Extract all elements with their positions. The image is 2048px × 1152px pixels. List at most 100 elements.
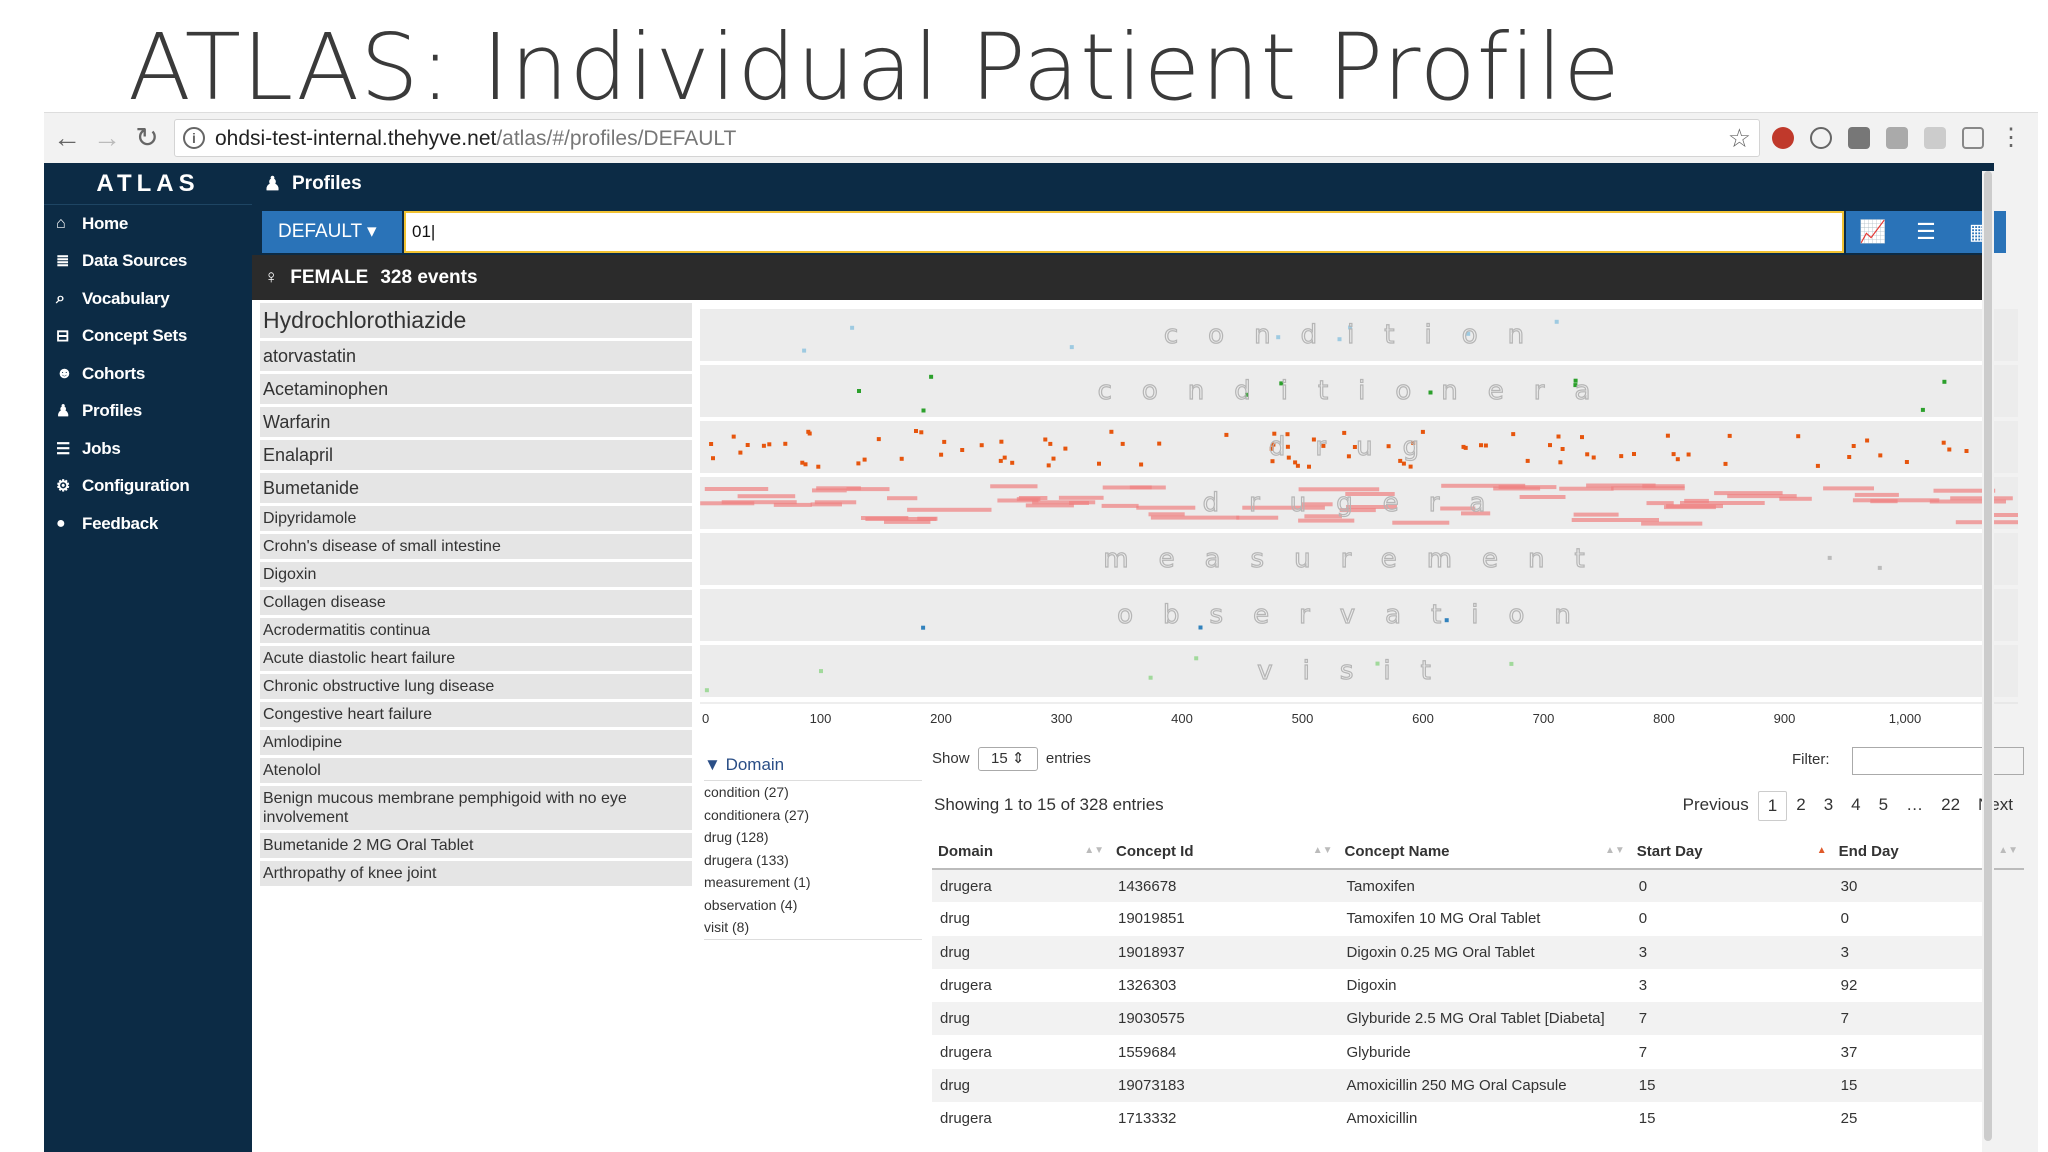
extension-square-icon[interactable] — [1886, 127, 1908, 149]
event-point[interactable] — [1723, 461, 1728, 466]
concept-item[interactable]: Acute diastolic heart failure — [260, 646, 692, 674]
page-scrollbar[interactable] — [1982, 171, 1994, 1152]
event-point[interactable] — [711, 456, 715, 461]
event-point[interactable] — [1063, 446, 1068, 451]
event-bar[interactable] — [1298, 518, 1355, 523]
event-bar[interactable] — [1150, 515, 1240, 520]
pager-page[interactable]: 2 — [1796, 795, 1806, 814]
event-point[interactable] — [1069, 345, 1074, 350]
event-point[interactable] — [939, 452, 944, 457]
event-bar[interactable] — [861, 516, 909, 520]
concept-item[interactable]: Chronic obstructive lung disease — [260, 674, 692, 702]
concept-item[interactable]: Congestive heart failure — [260, 702, 692, 730]
event-point[interactable] — [919, 430, 924, 435]
event-bar[interactable] — [1642, 484, 1685, 489]
event-bar[interactable] — [1559, 486, 1614, 491]
event-bar[interactable] — [1571, 518, 1659, 522]
event-bar[interactable] — [814, 500, 857, 505]
column-header[interactable]: Domain ▲▼ — [932, 835, 1110, 870]
table-row[interactable]: drugera 1559684 Glyburide 7 37 — [932, 1035, 2024, 1068]
event-point[interactable] — [783, 441, 788, 446]
event-bar[interactable] — [884, 519, 931, 524]
event-point[interactable] — [862, 457, 867, 462]
table-row[interactable]: drug 19030575 Glyburide 2.5 MG Oral Tablet… — [932, 1002, 2024, 1036]
event-bar[interactable] — [1301, 502, 1333, 507]
event-point[interactable] — [1428, 390, 1433, 395]
event-point[interactable] — [803, 462, 808, 467]
event-point[interactable] — [1815, 463, 1820, 468]
event-point[interactable] — [1525, 458, 1530, 463]
event-bar[interactable] — [1714, 491, 1783, 496]
event-point[interactable] — [1046, 463, 1051, 468]
extension-red-icon[interactable] — [1772, 127, 1794, 149]
event-bar[interactable] — [721, 500, 797, 505]
concept-item[interactable]: Acetaminophen — [260, 374, 692, 407]
event-point[interactable] — [1109, 429, 1114, 434]
event-point[interactable] — [704, 688, 709, 693]
info-icon[interactable]: i — [183, 127, 205, 149]
event-point[interactable] — [1285, 432, 1290, 437]
event-point[interactable] — [1877, 565, 1882, 570]
event-point[interactable] — [960, 448, 965, 452]
event-point[interactable] — [1276, 335, 1281, 340]
bookmark-star-icon[interactable]: ☆ — [1727, 123, 1751, 153]
cast-icon[interactable] — [1962, 127, 1984, 149]
event-point[interactable] — [1293, 460, 1298, 465]
event-point[interactable] — [850, 325, 855, 330]
event-bar[interactable] — [1611, 486, 1685, 491]
chart-view-icon[interactable]: 📈 — [1858, 219, 1887, 244]
event-point[interactable] — [1964, 449, 1969, 453]
concept-item[interactable]: Atenolol — [260, 758, 692, 786]
sidebar-item-cohorts[interactable]: ☻ Cohorts — [44, 355, 252, 393]
event-bar[interactable] — [990, 484, 1038, 489]
event-point[interactable] — [1827, 555, 1832, 560]
event-bar[interactable] — [1242, 505, 1325, 510]
pager-previous[interactable]: Previous — [1682, 795, 1749, 814]
event-point[interactable] — [1920, 407, 1925, 412]
event-bar[interactable] — [1666, 504, 1723, 509]
event-point[interactable] — [709, 442, 714, 446]
sidebar-item-concept-sets[interactable]: ⊟ Concept Sets — [44, 318, 252, 356]
event-bar[interactable] — [704, 487, 769, 491]
event-point[interactable] — [1002, 455, 1007, 460]
url-text[interactable]: ohdsi-test-internal.thehyve.net/atlas/#/… — [215, 127, 737, 150]
event-point[interactable] — [819, 669, 823, 674]
sidebar-item-vocabulary[interactable]: ⌕ Vocabulary — [44, 280, 252, 318]
event-point[interactable] — [929, 374, 934, 379]
event-point[interactable] — [1573, 383, 1578, 388]
event-point[interactable] — [1796, 434, 1801, 439]
event-point[interactable] — [1461, 444, 1466, 449]
sort-icon[interactable]: ▲ — [1816, 845, 1827, 856]
table-row[interactable]: drugera 1326303 Digoxin 3 92 — [932, 969, 2024, 1002]
event-bar[interactable] — [1345, 492, 1395, 496]
brand-logo[interactable]: ATLAS — [44, 163, 252, 205]
event-point[interactable] — [745, 443, 750, 447]
event-bar[interactable] — [1440, 506, 1476, 511]
event-bar[interactable] — [1018, 496, 1048, 500]
domain-option[interactable]: observation (4) — [704, 896, 798, 913]
event-point[interactable] — [857, 389, 861, 393]
event-point[interactable] — [1408, 464, 1413, 469]
table-row[interactable]: drugera 1436678 Tamoxifen 0 30 — [932, 869, 2024, 903]
event-point[interactable] — [1270, 459, 1275, 464]
event-bar[interactable] — [1573, 512, 1619, 517]
event-point[interactable] — [1632, 452, 1636, 456]
concept-item[interactable]: Bumetanide — [260, 473, 692, 506]
event-bar[interactable] — [1441, 483, 1526, 488]
concept-item[interactable]: atorvastatin — [260, 341, 692, 374]
event-point[interactable] — [1878, 453, 1883, 458]
event-bar[interactable] — [816, 486, 861, 491]
event-point[interactable] — [1401, 461, 1406, 466]
event-point[interactable] — [800, 460, 805, 465]
event-point[interactable] — [1580, 435, 1584, 440]
event-point[interactable] — [1585, 452, 1590, 457]
sidebar-item-configuration[interactable]: ⚙ Configuration — [44, 468, 252, 506]
event-bar[interactable] — [1933, 488, 1996, 493]
event-point[interactable] — [876, 437, 881, 442]
event-point[interactable] — [1483, 443, 1488, 448]
event-point[interactable] — [1479, 443, 1483, 448]
sidebar-item-home[interactable]: ⌂ Home — [44, 205, 252, 243]
event-bar[interactable] — [1298, 487, 1380, 492]
event-point[interactable] — [1560, 447, 1565, 451]
event-point[interactable] — [1591, 455, 1596, 460]
